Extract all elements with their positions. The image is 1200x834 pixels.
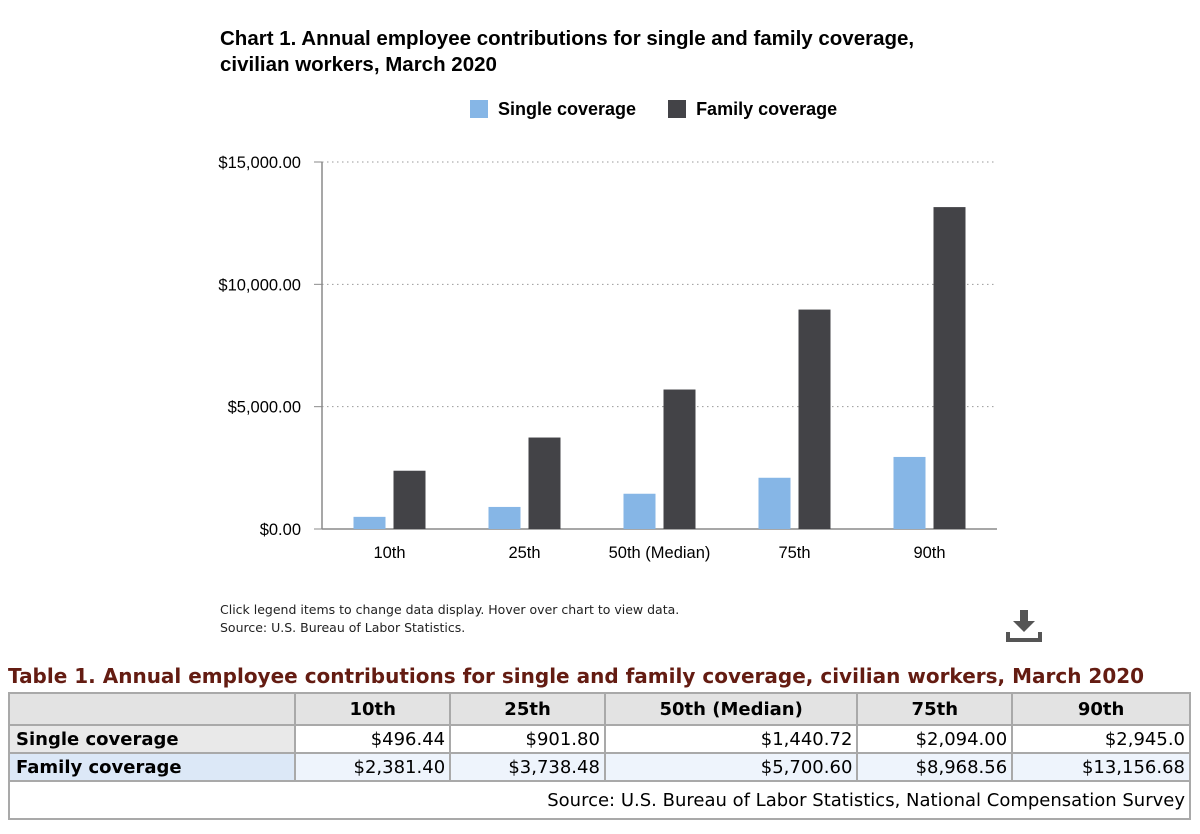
table-row: Single coverage $496.44 $901.80 $1,440.7…: [7, 724, 1191, 754]
table-source: Source: U.S. Bureau of Labor Statistics,…: [8, 780, 1191, 820]
bar-family-2[interactable]: [663, 389, 696, 529]
bar-family-3[interactable]: [798, 309, 831, 529]
row-label-single: Single coverage: [7, 724, 297, 754]
table-header-10th: 10th: [294, 692, 452, 726]
download-icon: [1006, 610, 1042, 642]
chart-title-line-2: civilian workers, March 2020: [220, 53, 497, 76]
bar-single-4[interactable]: [893, 456, 926, 529]
row-label-family: Family coverage: [7, 752, 297, 782]
table-header-90th: 90th: [1011, 692, 1191, 726]
legend-label-single: Single coverage: [498, 98, 637, 119]
y-tick-label: $15,000.00: [218, 154, 301, 172]
legend-item-single[interactable]: Single coverage: [470, 99, 636, 120]
chart-legend: Single coverage Family coverage: [470, 96, 869, 122]
table-cell: $2,094.00: [856, 724, 1014, 754]
y-tick-label: $10,000.00: [218, 276, 301, 294]
table-caption: Table 1. Annual employee contributions f…: [8, 664, 1145, 688]
table-header-corner: [7, 692, 297, 726]
legend-swatch-single: [470, 100, 488, 118]
table-header-75th: 75th: [856, 692, 1014, 726]
table-cell: $8,968.56: [856, 752, 1014, 782]
legend-label-family: Family coverage: [696, 98, 838, 119]
y-tick-label: $0.00: [260, 521, 301, 539]
x-tick-label: 75th: [778, 544, 810, 562]
table-header-25th: 25th: [449, 692, 606, 726]
table-cell: $901.80: [449, 724, 606, 754]
table-cell: $2,945.0: [1011, 724, 1191, 754]
table-cell: $5,700.60: [603, 752, 859, 782]
y-tick-label: $5,000.00: [228, 399, 301, 417]
chart-instructions: Click legend items to change data displa…: [220, 602, 680, 617]
bar-single-1[interactable]: [488, 506, 521, 529]
table-cell: $1,440.72: [603, 724, 859, 754]
chart-title-line-1: Chart 1. Annual employee contributions f…: [220, 27, 915, 50]
bar-single-2[interactable]: [623, 493, 656, 529]
chart-source: Source: U.S. Bureau of Labor Statistics.: [220, 620, 466, 635]
data-table: 10th 25th 50th (Median) 75th 90th Single…: [7, 692, 1191, 820]
table-cell: $3,738.48: [449, 752, 606, 782]
bar-single-3[interactable]: [758, 477, 791, 529]
chart-title: Chart 1. Annual employee contributions f…: [220, 26, 980, 78]
table-header-50th: 50th (Median): [603, 692, 859, 726]
table-header-row: 10th 25th 50th (Median) 75th 90th: [7, 692, 1191, 726]
legend-swatch-family: [668, 100, 687, 118]
table-cell: $496.44: [294, 724, 452, 754]
table-source-row: Source: U.S. Bureau of Labor Statistics,…: [8, 780, 1191, 820]
chart-notes: Click legend items to change data displa…: [220, 601, 679, 637]
x-tick-label: 10th: [373, 544, 405, 562]
table-cell: $2,381.40: [294, 752, 452, 782]
table-cell: $13,156.68: [1011, 752, 1191, 782]
bar-family-1[interactable]: [528, 437, 561, 529]
bar-family-0[interactable]: [393, 470, 426, 529]
legend-item-family[interactable]: Family coverage: [668, 99, 837, 120]
bar-chart[interactable]: $0.00 $5,000.00 $10,000.00 $15,000.00 10th 25…: [0, 140, 1200, 580]
table-row: Family coverage $2,381.40 $3,738.48 $5,7…: [7, 752, 1191, 782]
x-tick-label: 25th: [508, 544, 540, 562]
x-tick-label: 50th (Median): [609, 544, 711, 562]
bar-family-4[interactable]: [933, 207, 966, 529]
download-button[interactable]: [1004, 608, 1044, 644]
bar-single-0[interactable]: [353, 516, 386, 529]
x-tick-label: 90th: [913, 544, 945, 562]
